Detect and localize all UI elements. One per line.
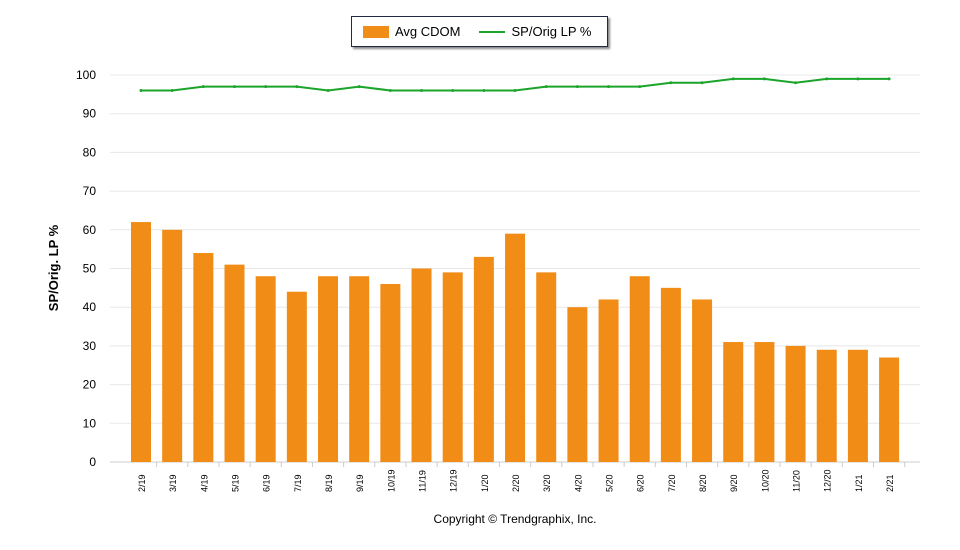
x-tick-label: 3/20 [542,474,552,492]
x-tick-label: 11/19 [418,470,428,492]
x-tick-label: 10/19 [386,469,396,492]
bar [318,276,339,462]
bar [224,264,245,462]
x-tick-label: 10/20 [760,469,770,492]
line-series [141,77,890,92]
line-point [700,81,704,85]
line-point [139,88,143,92]
line-point [887,77,891,81]
bar [785,345,806,462]
x-tick-label: 12/20 [823,469,833,492]
x-tick-label: 6/20 [636,474,646,492]
line-point [201,85,205,89]
bar [692,299,713,462]
bar [162,229,183,462]
x-tick-label: 5/19 [231,474,241,492]
bar [660,287,681,462]
legend-label-avg-cdom: Avg CDOM [395,24,461,39]
x-tick-label: 11/20 [792,470,802,492]
bar [131,222,151,462]
x-tick-label: 2/19 [137,474,147,492]
line-point [856,77,860,81]
bar [505,233,526,462]
line-point [513,88,517,92]
x-tick-label: 8/19 [324,474,334,492]
x-tick-label: 7/20 [667,474,677,492]
line-point [295,85,299,89]
x-tick-label: 9/20 [729,474,739,492]
x-tick-label: 7/19 [293,474,303,492]
bar [411,268,432,462]
y-tick-label: 90 [83,107,97,121]
line-point [669,81,673,85]
x-tick-label: 2/21 [885,474,895,492]
y-tick-label: 70 [83,184,97,198]
line-point [544,85,548,89]
y-tick-label: 40 [83,300,97,314]
line-point [357,85,361,89]
y-tick-label: 30 [83,339,97,353]
line-point [825,77,829,81]
y-tick-label: 100 [76,68,96,82]
line-point [731,77,735,81]
bar [536,272,557,462]
bar [255,276,276,462]
bar [879,357,900,462]
bar [349,276,370,462]
line-point [794,81,798,85]
x-tick-label: 1/21 [854,474,864,492]
x-tick-label: 9/19 [355,474,365,492]
x-tick-label: 2/20 [511,474,521,492]
line-point [170,88,174,92]
line-point [607,85,611,89]
legend: Avg CDOM SP/Orig LP % [351,16,608,47]
x-tick-label: 1/20 [480,474,490,492]
legend-swatch-sp-orig [478,30,505,33]
bar [629,276,650,462]
line-point [420,88,424,92]
legend-label-sp-orig: SP/Orig LP % [511,24,592,39]
y-tick-label: 50 [83,262,97,276]
line-point [451,88,455,92]
x-tick-label: 4/20 [573,474,583,492]
line-point [326,88,330,92]
line-point [762,77,766,81]
y-tick-label: 0 [89,455,96,469]
line-point [482,88,486,92]
bar [442,272,463,462]
bar [567,307,588,462]
legend-swatch-avg-cdom [363,25,389,38]
line-point [264,85,268,89]
line-point [638,85,642,89]
x-tick-label: 4/19 [199,474,209,492]
y-tick-label: 80 [83,145,97,159]
line-point [388,88,392,92]
bar [473,256,494,462]
bar [723,342,744,462]
bar [286,291,307,462]
bar [380,283,401,462]
bar [193,253,214,462]
bar [816,349,837,462]
bar [754,342,775,462]
y-axis-label: SP/Orig. LP % [46,224,61,311]
x-tick-label: 8/20 [698,474,708,492]
y-tick-label: 10 [83,416,97,430]
y-tick-label: 60 [83,223,97,237]
x-tick-label: 12/19 [449,469,459,492]
bar [847,349,868,462]
line-point [575,85,579,89]
x-tick-label: 5/20 [605,474,615,492]
copyright: Copyright © Trendgraphix, Inc. [433,512,597,526]
x-tick-label: 6/19 [262,474,272,492]
x-tick-label: 3/19 [168,474,178,492]
line-point [233,85,237,89]
bar [598,299,619,462]
y-tick-label: 20 [83,378,97,392]
